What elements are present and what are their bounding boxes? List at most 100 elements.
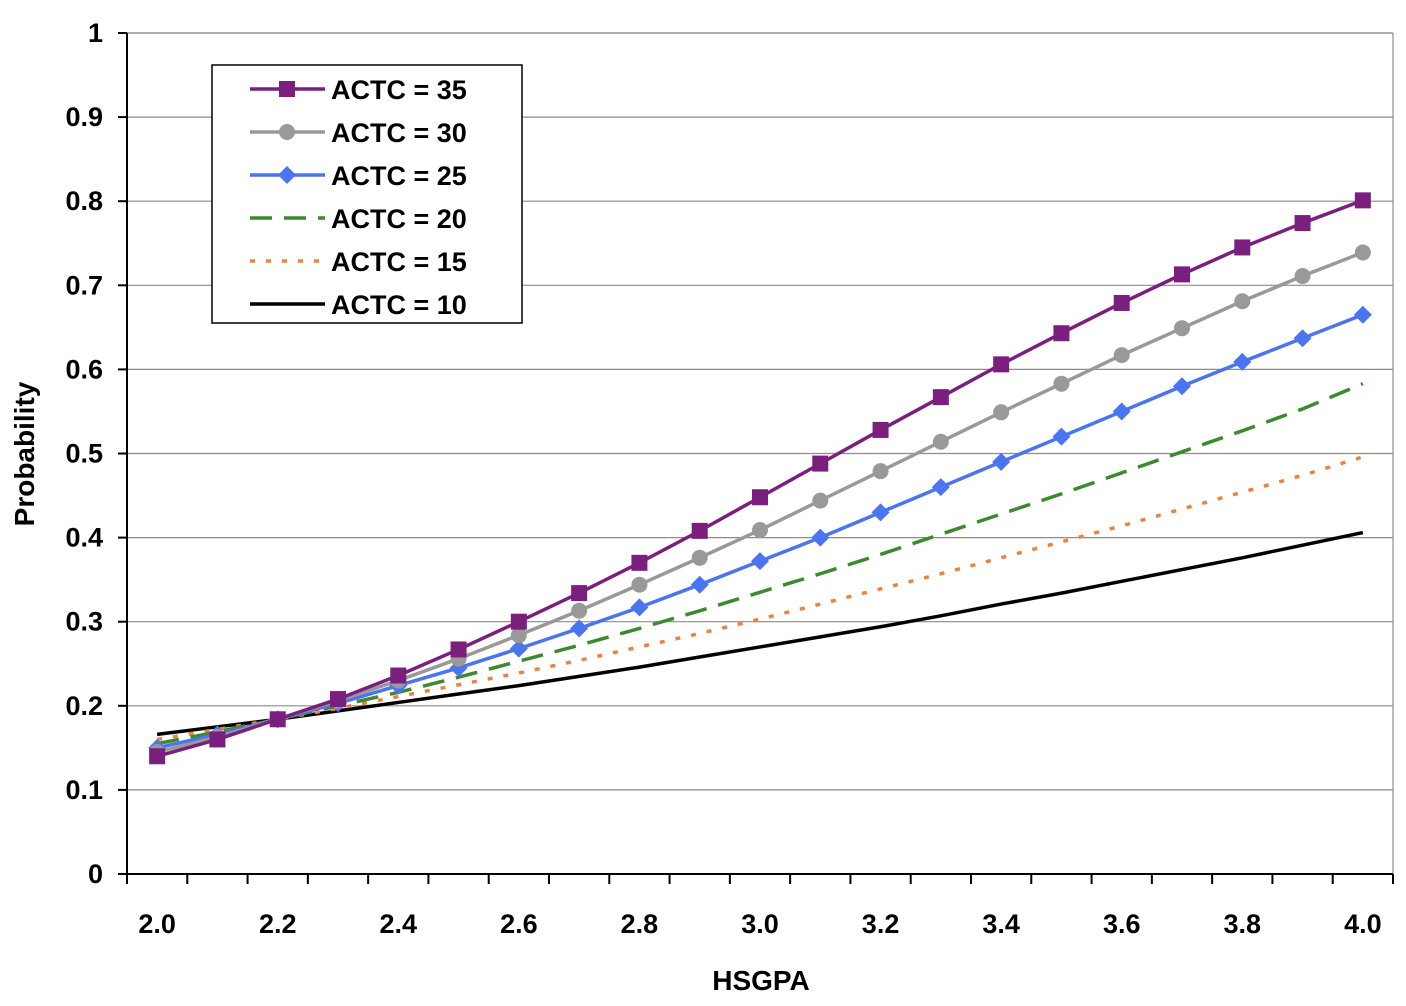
series-actc-35	[149, 192, 1371, 765]
data-point	[1113, 294, 1130, 311]
legend-label: ACTC = 25	[331, 161, 467, 191]
data-point	[1174, 266, 1190, 283]
series-actc-10	[156, 530, 1364, 737]
y-tick-label: 0	[88, 859, 103, 889]
y-tick-label: 1	[88, 18, 103, 48]
data-point	[631, 576, 648, 593]
y-tick-label: 0.5	[65, 439, 103, 469]
data-point	[812, 455, 829, 472]
data-point	[691, 522, 708, 539]
data-point	[1113, 347, 1130, 364]
y-tick-label: 0.4	[65, 523, 103, 553]
legend-label: ACTC = 35	[331, 75, 467, 105]
data-point	[993, 356, 1010, 373]
legend-item: ACTC = 35	[250, 75, 467, 105]
x-tick-label: 2.0	[138, 909, 176, 939]
y-tick-label: 0.7	[65, 270, 103, 300]
legend-label: ACTC = 10	[331, 290, 467, 320]
data-point	[209, 731, 226, 748]
data-point	[752, 522, 768, 539]
data-point	[1294, 215, 1311, 232]
data-point	[690, 575, 709, 594]
y-tick-label: 0.2	[65, 691, 103, 721]
data-point	[149, 748, 166, 765]
y-tick-label: 0.9	[65, 102, 103, 132]
series-line	[156, 530, 1364, 737]
data-point	[1052, 427, 1071, 446]
data-point	[932, 389, 949, 406]
legend-item: ACTC = 10	[250, 290, 467, 320]
data-point	[1234, 293, 1251, 310]
x-tick-label: 3.4	[982, 909, 1020, 939]
legend-swatch-marker	[279, 124, 295, 140]
data-point	[1353, 305, 1372, 324]
x-tick-label: 3.2	[862, 909, 900, 939]
y-axis-ticks: 0 0.1 0.2 0.3 0.4 0.5 0.6 0.7 0.8 0.9 1	[65, 18, 127, 889]
data-point	[1053, 375, 1070, 392]
y-axis-title: Probability	[9, 381, 40, 526]
data-point	[570, 619, 589, 638]
data-point	[1354, 244, 1371, 261]
data-point	[872, 463, 889, 480]
data-point	[992, 452, 1011, 471]
data-point	[1234, 239, 1251, 256]
data-point	[993, 404, 1010, 421]
data-point	[752, 489, 768, 506]
x-axis-title: HSGPA	[712, 965, 810, 996]
data-point	[871, 503, 890, 522]
data-point	[812, 492, 829, 509]
data-point	[630, 598, 649, 617]
data-point	[1293, 329, 1312, 348]
y-tick-label: 0.3	[65, 607, 103, 637]
series-actc-25	[148, 305, 1372, 757]
data-point	[1173, 377, 1191, 396]
x-tick-label: 2.8	[621, 909, 659, 939]
data-point	[510, 613, 527, 630]
plot-series	[148, 192, 1372, 765]
legend-label: ACTC = 15	[331, 247, 467, 277]
legend-item: ACTC = 15	[250, 247, 467, 277]
x-tick-label: 2.4	[380, 909, 418, 939]
legend-item: ACTC = 30	[250, 118, 467, 148]
data-point	[931, 478, 950, 497]
y-tick-label: 0.6	[65, 354, 103, 384]
data-point	[691, 549, 708, 566]
data-point	[1233, 352, 1252, 371]
y-tick-label: 0.8	[65, 186, 103, 216]
data-point	[390, 667, 407, 684]
data-point	[571, 585, 588, 602]
legend-box	[211, 64, 523, 324]
data-point	[932, 433, 949, 450]
x-tick-label: 2.2	[259, 909, 297, 939]
x-tick-label: 3.0	[741, 909, 779, 939]
x-tick-label: 3.6	[1103, 909, 1141, 939]
x-tick-label: 4.0	[1344, 909, 1382, 939]
data-point	[571, 602, 588, 619]
legend-label: ACTC = 30	[331, 118, 467, 148]
legend-swatch-marker	[279, 81, 295, 97]
data-point	[330, 691, 346, 708]
legend-item: ACTC = 20	[250, 204, 467, 234]
legend-label: ACTC = 20	[331, 204, 467, 234]
data-point	[872, 421, 889, 438]
data-point	[510, 627, 527, 644]
data-point	[1354, 192, 1371, 209]
data-point	[1294, 268, 1311, 285]
legend-item: ACTC = 25	[250, 161, 467, 191]
data-point	[509, 639, 528, 658]
x-tick-label: 2.6	[500, 909, 538, 939]
data-point	[450, 641, 467, 658]
data-point	[1053, 325, 1070, 342]
x-tick-label: 3.8	[1224, 909, 1262, 939]
data-point	[1112, 402, 1131, 421]
data-point	[631, 554, 648, 571]
y-tick-label: 0.1	[65, 775, 103, 805]
series-line	[156, 382, 1364, 746]
series-actc-20	[156, 382, 1364, 746]
data-point	[1174, 320, 1190, 337]
data-point	[269, 711, 286, 728]
data-point	[811, 528, 830, 547]
legend-swatch-marker	[278, 166, 296, 184]
data-point	[751, 552, 769, 571]
